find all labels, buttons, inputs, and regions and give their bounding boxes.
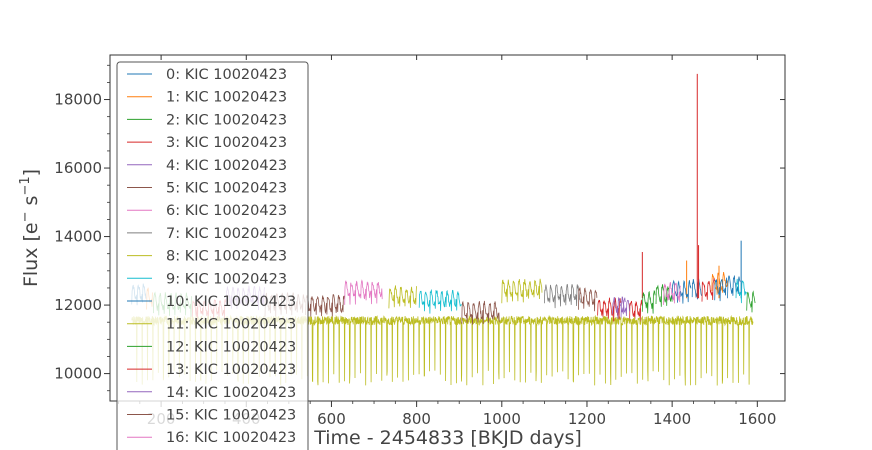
y-tick-label-16000: 16000 — [54, 159, 102, 177]
legend-item-13: 13: KIC 10020423 — [127, 362, 296, 378]
legend-label-2: 2: KIC 10020423 — [166, 112, 287, 128]
series-10 — [671, 277, 728, 304]
series-7-segment-0 — [544, 283, 581, 309]
legend-label-11: 11: KIC 10020423 — [166, 317, 296, 333]
legend-item-5: 5: KIC 10020423 — [127, 181, 287, 197]
series-9-segment-1 — [735, 278, 747, 304]
y-tick-label-12000: 12000 — [54, 296, 102, 314]
legend-label-13: 13: KIC 10020423 — [166, 362, 296, 378]
legend-label-14: 14: KIC 10020423 — [166, 385, 296, 401]
series-4-segment-1 — [620, 296, 630, 319]
series-7 — [544, 283, 581, 309]
series-15 — [461, 287, 598, 325]
legend-label-12: 12: KIC 10020423 — [166, 339, 296, 355]
series-0-segment-2 — [727, 275, 741, 299]
legend-label-1: 1: KIC 10020423 — [166, 90, 287, 106]
legend-item-12: 12: KIC 10020423 — [127, 339, 296, 355]
y-axis: 10000 12000 14000 16000 18000 — [54, 64, 785, 392]
legend-label-7: 7: KIC 10020423 — [166, 226, 287, 242]
legend: 0: KIC 10020423 1: KIC 10020423 2: KIC 100… — [116, 61, 309, 450]
legend-label-0: 0: KIC 10020423 — [166, 67, 287, 83]
series-8-segment-0 — [388, 285, 417, 309]
legend-label-8: 8: KIC 10020423 — [166, 249, 287, 265]
series-1-segment-1 — [711, 272, 728, 295]
x-axis-label: Time - 2454833 [BKJD days] — [313, 427, 582, 449]
series-12-segment-1 — [746, 290, 756, 313]
series-8 — [388, 278, 543, 309]
series-8-segment-1 — [501, 278, 543, 304]
legend-item-0: 0: KIC 10020423 — [127, 67, 287, 83]
legend-label-6: 6: KIC 10020423 — [166, 203, 287, 219]
legend-label-16: 16: KIC 10020423 — [166, 430, 296, 446]
legend-item-10: 10: KIC 10020423 — [127, 294, 296, 310]
series-15-segment-0 — [578, 287, 598, 312]
y-tick-label-18000: 18000 — [54, 91, 102, 109]
legend-item-8: 8: KIC 10020423 — [127, 249, 287, 265]
legend-item-7: 7: KIC 10020423 — [127, 226, 287, 242]
series-14-segment-0 — [612, 297, 626, 319]
series-5-segment-1 — [305, 294, 345, 318]
legend-label-15: 15: KIC 10020423 — [166, 408, 296, 424]
legend-item-15: 15: KIC 10020423 — [127, 408, 296, 424]
legend-label-5: 5: KIC 10020423 — [166, 181, 287, 197]
legend-label-10: 10: KIC 10020423 — [166, 294, 296, 310]
legend-label-3: 3: KIC 10020423 — [166, 135, 287, 151]
legend-item-6: 6: KIC 10020423 — [127, 203, 287, 219]
series-12 — [641, 289, 756, 314]
x-tick-label-1200: 1200 — [568, 410, 606, 428]
y-axis-label: Flux [e− s−1] — [18, 169, 42, 287]
legend-item-16: 16: KIC 10020423 — [127, 430, 296, 446]
legend-item-14: 14: KIC 10020423 — [127, 385, 296, 401]
series-6-segment-0 — [344, 279, 383, 305]
series-3-segment-1 — [629, 299, 643, 323]
series-9-segment-0 — [418, 288, 462, 314]
x-tick-label-600: 600 — [317, 410, 346, 428]
series-16 — [663, 281, 681, 305]
legend-item-3: 3: KIC 10020423 — [127, 135, 287, 151]
x-tick-label-800: 800 — [402, 410, 431, 428]
legend-item-11: 11: KIC 10020423 — [127, 317, 296, 333]
legend-item-2: 2: KIC 10020423 — [127, 112, 287, 128]
legend-label-4: 4: KIC 10020423 — [166, 158, 287, 174]
legend-frame — [116, 61, 309, 450]
legend-label-9: 9: KIC 10020423 — [166, 271, 287, 287]
series-12-segment-0 — [641, 289, 656, 314]
series-10-segment-1 — [714, 277, 728, 302]
series-9 — [418, 278, 747, 314]
series-15-segment-1 — [461, 300, 500, 325]
legend-item-1: 1: KIC 10020423 — [127, 90, 287, 106]
x-tick-label-1600: 1600 — [738, 410, 776, 428]
series-3-segment-2 — [701, 277, 715, 302]
y-tick-label-14000: 14000 — [54, 228, 102, 246]
legend-item-9: 9: KIC 10020423 — [127, 271, 287, 287]
y-tick-label-10000: 10000 — [54, 365, 102, 383]
x-tick-label-1000: 1000 — [483, 410, 521, 428]
x-tick-label-1400: 1400 — [653, 410, 691, 428]
legend-item-4: 4: KIC 10020423 — [127, 158, 287, 174]
series-14 — [612, 297, 626, 319]
plot-frame — [109, 54, 786, 402]
series-6 — [344, 279, 383, 305]
series-16-segment-0 — [663, 281, 681, 305]
series-10-segment-0 — [671, 279, 692, 304]
